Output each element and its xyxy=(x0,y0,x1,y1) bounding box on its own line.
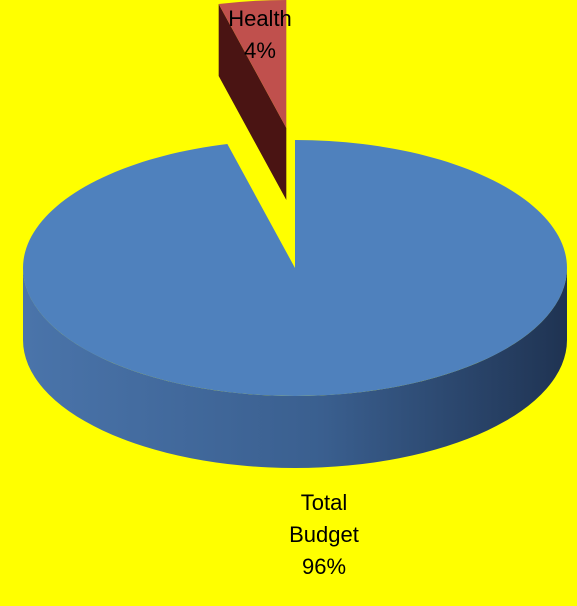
data-label-health-name: Health xyxy=(228,6,292,31)
slice-health xyxy=(218,0,287,128)
data-label-total-budget-percent: 96% xyxy=(301,554,347,579)
slice-side-total-budget xyxy=(23,268,567,468)
slice-side-health xyxy=(218,4,287,200)
data-label-total-budget: Total Budget 96% xyxy=(264,487,384,583)
data-label-health-percent: 4% xyxy=(244,38,276,63)
data-label-health: Health 4% xyxy=(200,3,320,67)
slice-total-budget xyxy=(23,140,568,397)
data-label-total-budget-line-2: Budget xyxy=(289,522,359,547)
data-label-total-budget-line-1: Total xyxy=(300,490,348,515)
